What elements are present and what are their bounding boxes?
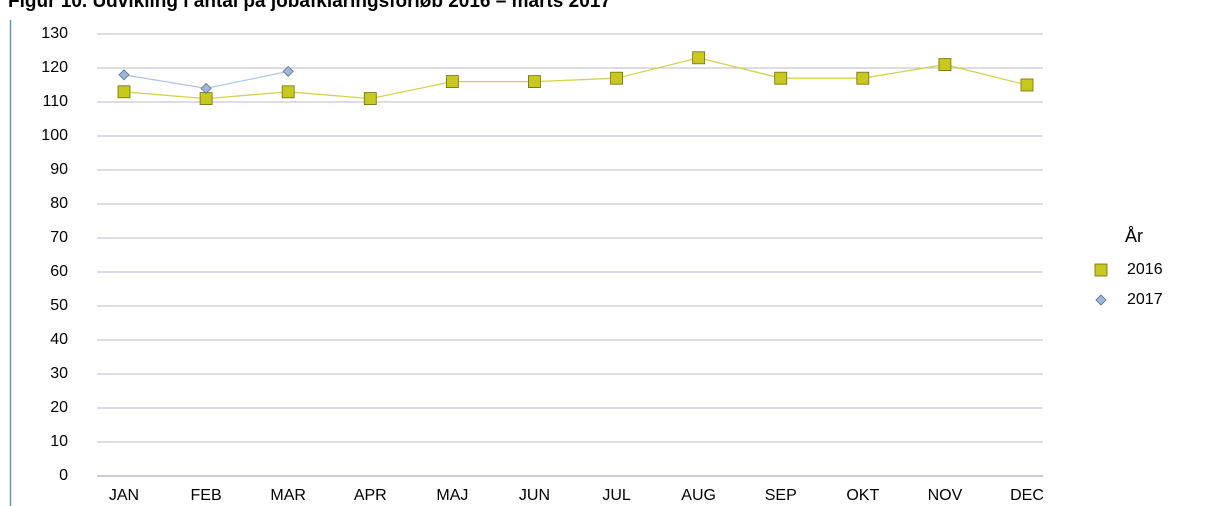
y-tick-label: 60: [50, 263, 68, 280]
x-tick-label: JUN: [519, 487, 550, 504]
data-point: [363, 92, 377, 105]
y-tick-label: 100: [41, 127, 68, 144]
data-point: [610, 71, 623, 85]
chart-title: Figur 10. Udvikling i antal på jobafklar…: [8, 0, 611, 12]
data-point: [856, 71, 870, 85]
data-point: [692, 51, 706, 65]
x-tick-label: AUG: [681, 487, 716, 504]
x-tick-label: MAR: [270, 487, 306, 504]
x-tick-label: MAJ: [436, 487, 468, 504]
data-point: [200, 82, 212, 94]
x-tick-label: DEC: [1010, 487, 1044, 504]
y-tick-label: 90: [50, 161, 68, 178]
data-point: [117, 85, 131, 99]
y-tick-label: 130: [41, 25, 68, 42]
y-tick-label: 30: [50, 365, 68, 382]
legend-title: År: [1125, 226, 1143, 246]
x-tick-label: OKT: [846, 487, 879, 504]
y-tick-label: 120: [41, 59, 68, 76]
data-point: [938, 58, 952, 71]
x-tick-label: NOV: [928, 487, 963, 504]
data-point: [528, 75, 541, 88]
data-point: [445, 75, 459, 88]
data-point: [281, 85, 295, 99]
data-point: [282, 65, 294, 77]
y-tick-label: 10: [50, 433, 68, 450]
x-tick-label: SEP: [765, 487, 797, 504]
data-point: [1020, 78, 1034, 92]
y-tick-label: 80: [50, 195, 68, 212]
data-point: [199, 92, 213, 105]
legend-marker: [1095, 294, 1107, 306]
data-point: [118, 69, 130, 81]
data-point: [774, 71, 788, 85]
legend-marker: [1094, 263, 1108, 277]
y-tick-label: 70: [50, 229, 68, 246]
y-tick-label: 40: [50, 331, 68, 348]
x-tick-label: FEB: [191, 487, 222, 504]
y-tick-label: 20: [50, 399, 68, 416]
y-tick-label: 110: [42, 93, 68, 110]
y-tick-label: 0: [59, 467, 68, 484]
x-tick-label: APR: [354, 487, 387, 504]
x-tick-label: JAN: [109, 487, 139, 504]
x-tick-label: JUL: [602, 487, 631, 504]
legend-label: 2016: [1127, 261, 1163, 278]
series-line: [123, 57, 1028, 100]
legend-label: 2017: [1127, 291, 1163, 308]
y-tick-label: 50: [50, 297, 68, 314]
